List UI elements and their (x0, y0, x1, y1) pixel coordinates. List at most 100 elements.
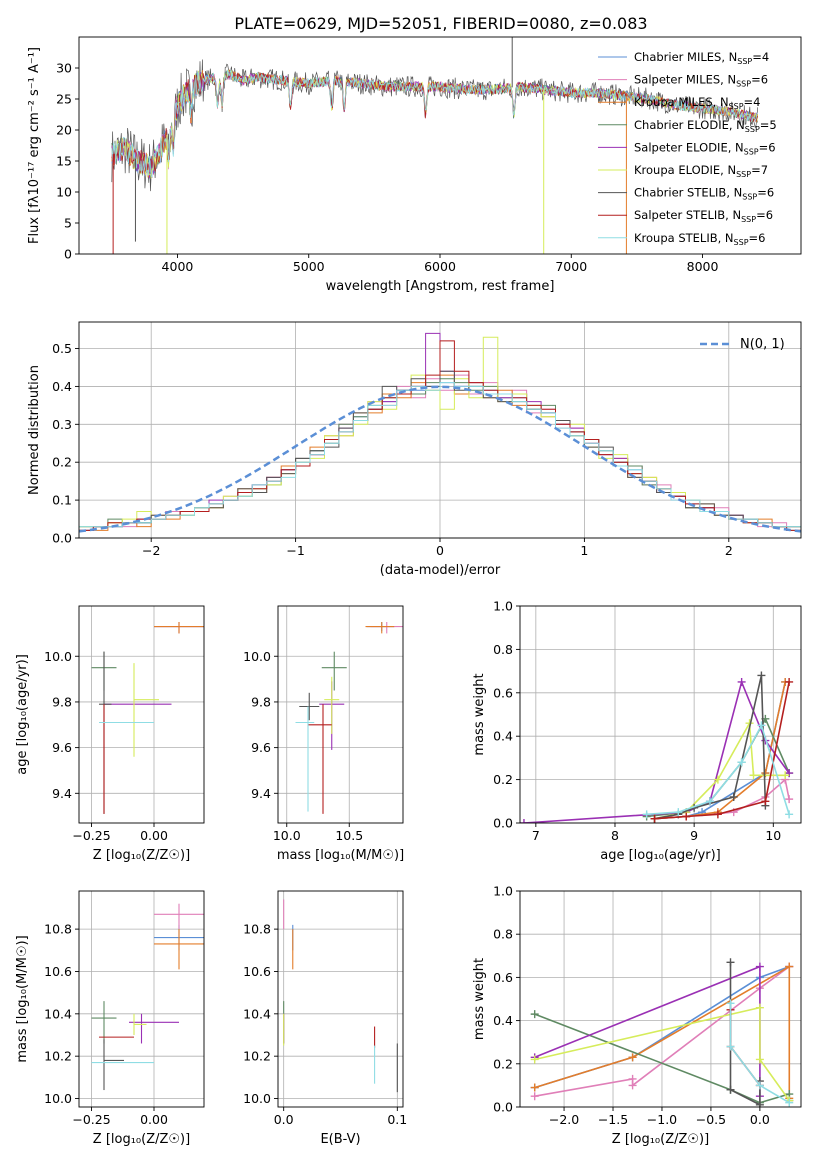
y-tick-label: 0.2 (493, 1056, 513, 1071)
y-tick-label: 0.1 (52, 493, 72, 508)
massweight-marker (761, 797, 770, 806)
x-tick-label: 0.00 (140, 828, 168, 843)
x-tick-label: 0.00 (140, 1112, 168, 1127)
legend-normal-label: N(0, 1) (740, 337, 785, 352)
y-tick-label: 9.6 (251, 740, 271, 755)
y-tick-label: 10 (56, 185, 72, 200)
massweight-marker (737, 677, 746, 686)
y-tick-label: 15 (56, 154, 72, 169)
plot-residual_hist: −2 −1 0 1 2 0.0 0.1 0.2 0.3 0.4 0.5 (data-model)/er… (27, 321, 802, 578)
massweight-marker (726, 958, 735, 967)
legend: Chabrier MILES, NSSP=4 Salpeter MILES, NS… (598, 50, 777, 247)
plot-area (520, 671, 794, 823)
x-tick-label: 7 (532, 828, 540, 843)
plot-area (295, 621, 403, 814)
massweight-marker (713, 775, 722, 784)
massweight-marker (729, 792, 738, 801)
y-tick-label: 9.6 (52, 740, 72, 755)
x-axis-label: Z [log₁₀(Z/Z☉)] (612, 1132, 709, 1147)
y-tick-label: 1.0 (493, 884, 513, 899)
plot-age_vs_Z: −0.25 0.00 9.4 9.6 9.8 10.0 Z [log₁₀(Z/Z☉)] age… (15, 605, 205, 863)
y-tick-label: 10.6 (44, 964, 72, 979)
massweight-marker (781, 771, 790, 780)
plot-massweight_vs_age: 7 8 9 10 0.0 0.2 0.4 0.6 0.8 1.0 age [log₁₀(age/yr… (472, 599, 802, 863)
y-tick-label: 0.8 (493, 642, 513, 657)
x-axis-label: (data-model)/error (380, 563, 501, 578)
massweight-marker (726, 999, 735, 1008)
legend-label: Salpeter MILES, NSSP=6 (634, 73, 768, 89)
y-tick-label: 10.0 (44, 1091, 72, 1106)
massweight-marker (749, 771, 758, 780)
y-tick-label: 9.8 (52, 694, 72, 709)
y-tick-label: 1.0 (493, 599, 513, 614)
x-tick-label: 4000 (162, 259, 194, 274)
x-tick-label: −1.0 (647, 1112, 677, 1127)
plot-spectrum: 4000 5000 6000 7000 8000 0 5 10 15 20 25 30 waveleng… (27, 36, 802, 294)
figure-title: PLATE=0629, MJD=52051, FIBERID=0080, z=0… (234, 14, 647, 33)
massweight-marker (785, 1098, 794, 1107)
plot-area (91, 903, 204, 1091)
x-tick-label: 0 (436, 543, 444, 558)
massweight-marker (674, 808, 683, 817)
y-tick-label: 0.4 (493, 1013, 513, 1028)
x-tick-label: −1.5 (598, 1112, 628, 1127)
massweight-marker (628, 1053, 637, 1062)
y-tick-label: 0.0 (493, 816, 513, 831)
y-tick-label: 0.6 (493, 685, 513, 700)
axes-frame (519, 605, 802, 824)
axes-frame (78, 890, 205, 1108)
massweight-marker (682, 812, 691, 821)
plot-area (283, 899, 398, 1093)
axes-frame (519, 890, 802, 1108)
x-tick-label: 0.0 (274, 1112, 294, 1127)
plot-area (91, 621, 204, 814)
y-axis-label: mass weight (472, 958, 487, 1040)
legend-label: Kroupa ELODIE, NSSP=7 (634, 163, 768, 179)
x-axis-label: Z [log₁₀(Z/Z☉)] (93, 1132, 190, 1147)
massweight-marker (785, 962, 794, 971)
plot-mass_vs_EBV: 0.0 0.1 10.0 10.2 10.4 10.6 10.8 E(B-V) (243, 890, 407, 1147)
y-tick-label: 25 (56, 92, 72, 107)
y-axis-label: Flux [fλ10⁻¹⁷ erg cm⁻² s⁻¹ A⁻¹] (27, 47, 42, 244)
y-tick-label: 10.8 (243, 922, 271, 937)
x-tick-label: 10.5 (335, 828, 363, 843)
massweight-marker (530, 1092, 539, 1101)
x-axis-label: age [log₁₀(age/yr)] (600, 848, 721, 863)
massweight-marker (713, 810, 722, 819)
legend-label: Chabrier STELIB, NSSP=6 (634, 186, 774, 202)
spectrum-line (111, 69, 758, 178)
y-tick-label: 0.8 (493, 927, 513, 942)
y-tick-label: 0 (64, 247, 72, 262)
y-tick-label: 0.2 (52, 455, 72, 470)
y-tick-label: 9.4 (251, 786, 271, 801)
x-tick-label: 7000 (555, 259, 587, 274)
massweight-line (729, 962, 761, 1107)
massweight-marker (726, 1085, 735, 1094)
y-tick-label: 10.0 (44, 649, 72, 664)
massweight-marker (628, 1081, 637, 1090)
x-tick-label: 5000 (293, 259, 325, 274)
massweight-marker (520, 819, 528, 823)
massweight-marker (755, 1055, 764, 1064)
legend-label: Salpeter ELODIE, NSSP=6 (634, 140, 776, 156)
massweight-marker (642, 810, 651, 819)
y-tick-label: 20 (56, 123, 72, 138)
histogram-step (79, 382, 801, 538)
x-tick-label: 2 (725, 543, 733, 558)
y-axis-label: mass [log₁₀(M/M☉)] (15, 935, 30, 1062)
x-tick-label: −0.25 (72, 828, 110, 843)
legend-label: Kroupa MILES, NSSP=4 (634, 95, 760, 111)
massweight-marker (757, 671, 766, 680)
y-tick-label: 10.0 (243, 1091, 271, 1106)
y-tick-label: 10.2 (243, 1049, 271, 1064)
massweight-marker (530, 1083, 539, 1092)
x-tick-label: 10.0 (273, 828, 301, 843)
massweight-marker (755, 1081, 764, 1090)
y-tick-label: 9.8 (251, 694, 271, 709)
plot-mass_vs_Z: −0.25 0.00 10.0 10.2 10.4 10.6 10.8 Z [log₁₀(Z/… (15, 890, 205, 1147)
massweight-marker (757, 721, 766, 730)
x-axis-label: mass [log₁₀(M/M☉)] (277, 848, 404, 863)
plot-massweight_vs_Z: −2.0 −1.5 −1.0 −0.5 0.0 0.0 0.2 0.4 0.6 0.8 1.0 Z [… (472, 884, 802, 1147)
x-tick-label: 9 (690, 828, 698, 843)
